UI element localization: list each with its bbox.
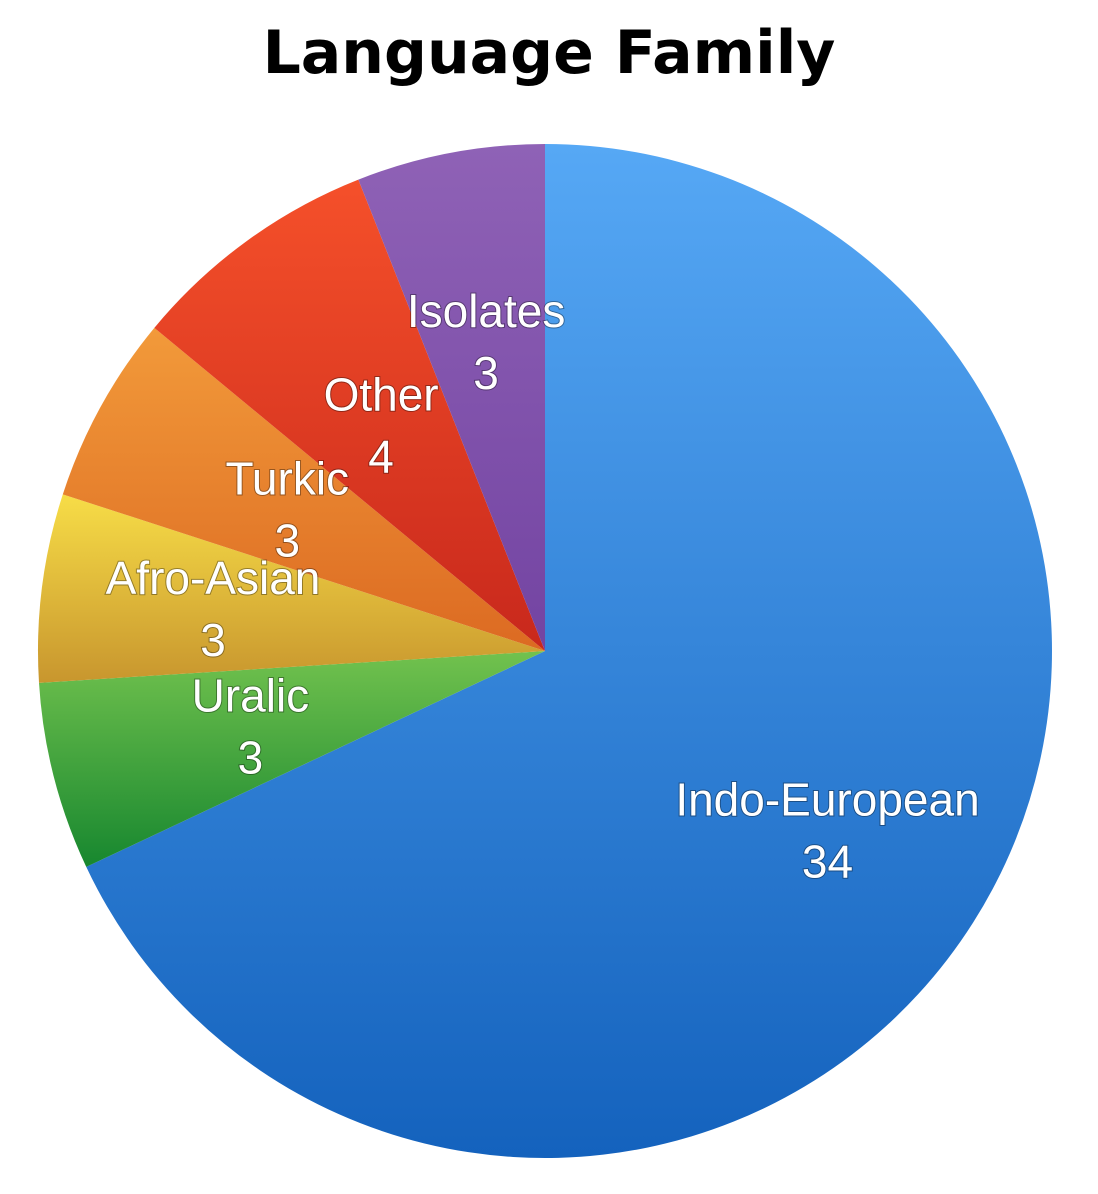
slice-label-name: Turkic (226, 452, 350, 504)
pie-slice-other (154, 179, 545, 651)
slice-label-name: Indo-European (675, 773, 979, 825)
slice-label-value: 3 (200, 614, 226, 666)
pie-slice-turkic (62, 327, 546, 651)
slice-label-value: 3 (238, 732, 264, 784)
slice-label-name: Isolates (407, 285, 566, 337)
pie-slice-afro-asian (37, 494, 545, 683)
slice-label-name: Afro-Asian (106, 552, 321, 604)
chart-title: Language Family (262, 18, 836, 88)
slice-label-name: Other (324, 368, 439, 420)
pie-slice-isolates (358, 144, 545, 651)
slice-label-value: 4 (368, 430, 394, 482)
slice-label-value: 3 (275, 514, 301, 566)
pie-slices (37, 144, 1052, 1158)
slice-label-value: 3 (473, 347, 499, 399)
pie-slice-uralic (39, 651, 545, 867)
pie-slice-indo-european (86, 144, 1052, 1158)
pie-labels: Indo-European34Uralic3Afro-Asian3Turkic3… (105, 284, 981, 888)
slice-label-name: Uralic (192, 670, 310, 722)
slice-label-value: 34 (802, 835, 853, 887)
